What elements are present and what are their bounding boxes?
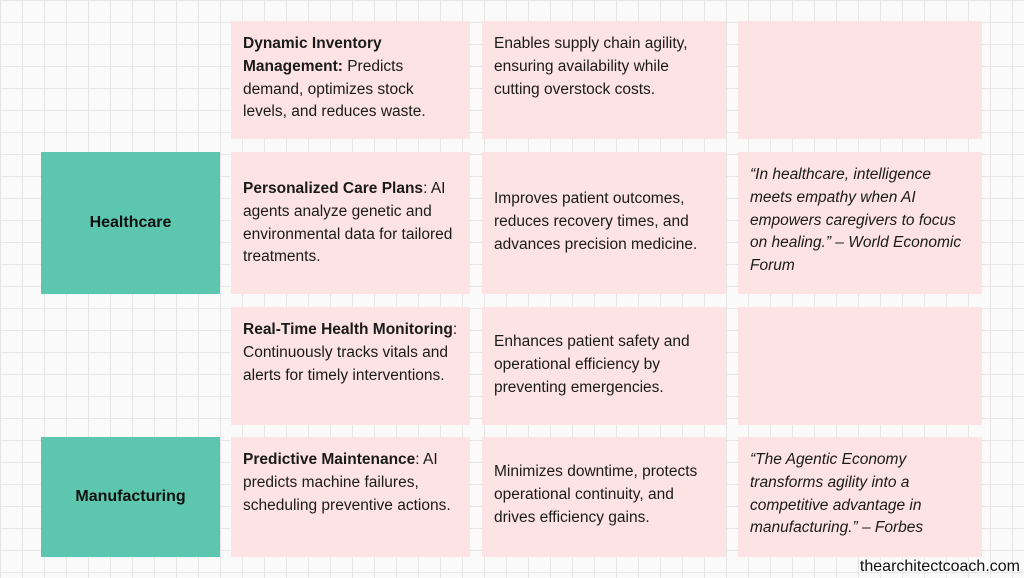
impact-text: Enhances patient safety and operational …	[494, 333, 690, 396]
use-case-cell: Predictive Maintenance: AI predicts mach…	[231, 437, 470, 557]
sector-label: Manufacturing	[75, 488, 186, 505]
footer-site-url: thearchitectcoach.com	[859, 558, 1020, 575]
use-case-text: : AI agents analyze genetic and environm…	[243, 180, 453, 266]
use-case-cell: Real-Time Health Monitoring: Continuousl…	[231, 307, 470, 425]
use-case-text: : AI predicts machine failures, scheduli…	[243, 451, 451, 514]
use-case-cell: Dynamic Inventory Management: Predicts d…	[231, 21, 470, 139]
use-case-title: Real-Time Health Monitoring	[243, 321, 453, 338]
quote-cell: “In healthcare, intelligence meets empat…	[738, 152, 982, 294]
use-case-cell: Personalized Care Plans: AI agents analy…	[231, 152, 470, 294]
quote-text: “In healthcare, intelligence meets empat…	[750, 166, 962, 275]
sector-manufacturing: Manufacturing	[41, 437, 220, 557]
impact-cell: Enables supply chain agility, ensuring a…	[482, 21, 726, 139]
use-case-title: Dynamic Inventory Management:	[243, 35, 382, 75]
impact-text: Improves patient outcomes, reduces recov…	[494, 190, 698, 253]
quote-cell	[738, 21, 982, 139]
use-case-text: : Continuously tracks vitals and alerts …	[243, 321, 458, 384]
impact-cell: Enhances patient safety and operational …	[482, 307, 726, 425]
quote-cell: “The Agentic Economy transforms agility …	[738, 437, 982, 557]
use-case-text: Predicts demand, optimizes stock levels,…	[243, 57, 426, 121]
impact-text: Minimizes downtime, protects operational…	[494, 463, 698, 526]
use-case-title: Personalized Care Plans	[243, 180, 424, 197]
sector-label: Healthcare	[89, 214, 172, 231]
impact-text: Enables supply chain agility, ensuring a…	[494, 35, 688, 98]
use-case-title: Predictive Maintenance	[243, 451, 416, 468]
impact-cell: Improves patient outcomes, reduces recov…	[482, 152, 726, 294]
quote-text: “The Agentic Economy transforms agility …	[750, 451, 924, 537]
quote-cell	[738, 307, 982, 425]
sector-healthcare: Healthcare	[41, 152, 220, 294]
impact-cell: Minimizes downtime, protects operational…	[482, 437, 726, 557]
